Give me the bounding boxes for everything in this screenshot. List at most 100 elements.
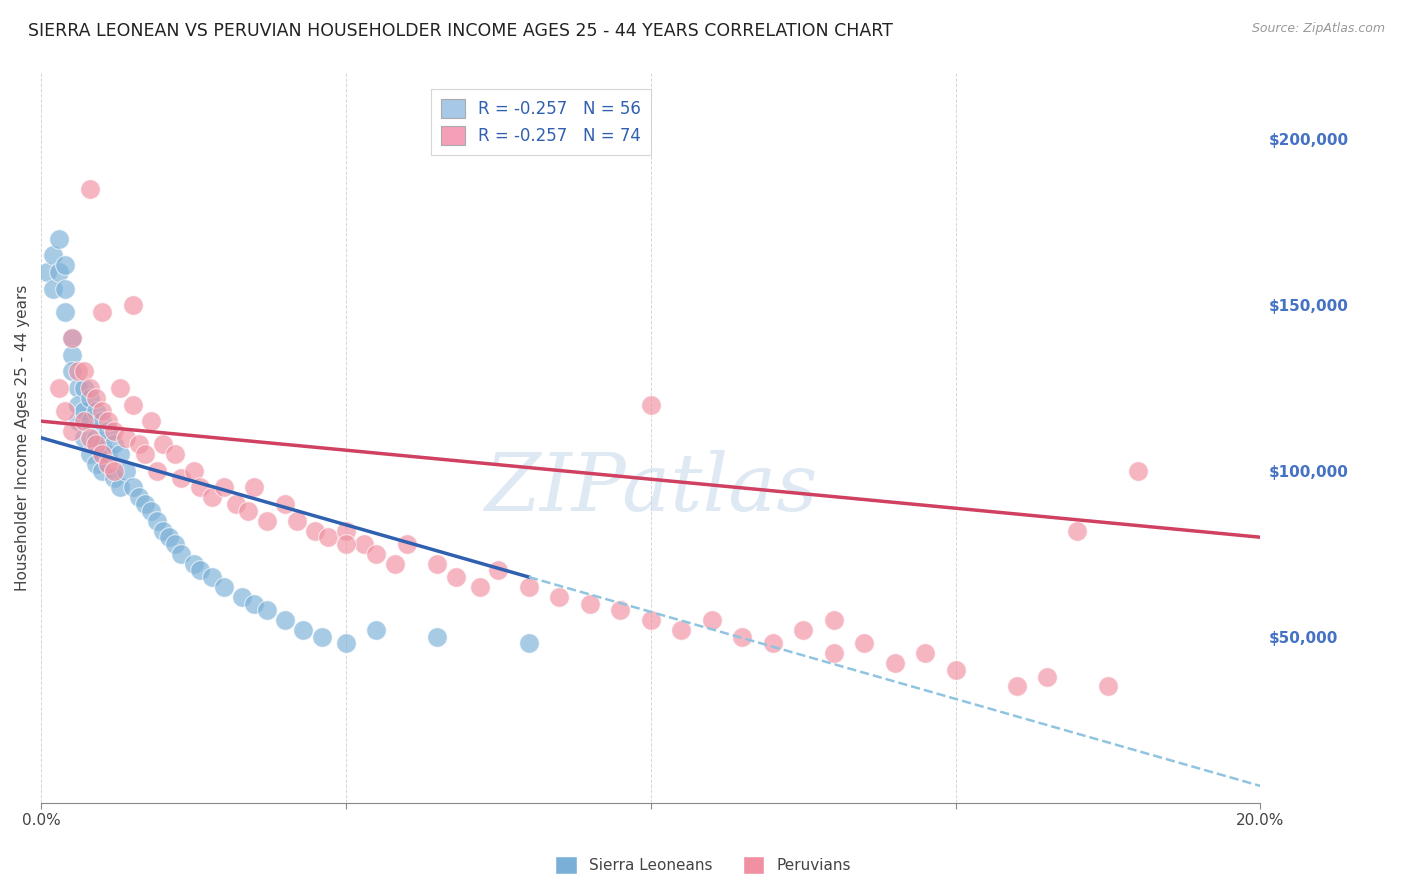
Point: [48, 381, 70, 395]
Point: [103, 437, 125, 451]
Point: [73, 431, 96, 445]
Point: [103, 424, 125, 438]
Point: [1097, 680, 1119, 694]
Point: [139, 504, 162, 518]
Point: [426, 557, 449, 571]
Point: [42, 248, 65, 262]
Point: [110, 447, 132, 461]
Point: [914, 646, 936, 660]
Point: [91, 404, 114, 418]
Point: [395, 537, 418, 551]
Point: [1005, 680, 1028, 694]
Text: Source: ZipAtlas.com: Source: ZipAtlas.com: [1251, 22, 1385, 36]
Point: [97, 424, 120, 438]
Point: [256, 603, 278, 617]
Point: [91, 437, 114, 451]
Text: ZIPatlas: ZIPatlas: [484, 450, 817, 527]
Point: [146, 514, 169, 528]
Point: [73, 404, 96, 418]
Point: [152, 437, 174, 451]
Point: [121, 298, 143, 312]
Point: [84, 431, 107, 445]
Point: [426, 630, 449, 644]
Point: [134, 497, 156, 511]
Point: [121, 398, 143, 412]
Point: [84, 437, 107, 451]
Point: [274, 497, 297, 511]
Point: [243, 597, 266, 611]
Point: [55, 281, 77, 295]
Point: [212, 481, 235, 495]
Point: [304, 524, 326, 538]
Point: [335, 636, 357, 650]
Point: [256, 514, 278, 528]
Point: [66, 381, 89, 395]
Point: [578, 597, 600, 611]
Point: [128, 437, 150, 451]
Point: [292, 623, 315, 637]
Point: [115, 431, 138, 445]
Point: [671, 623, 693, 637]
Point: [97, 447, 120, 461]
Point: [60, 348, 83, 362]
Point: [146, 464, 169, 478]
Point: [1128, 464, 1150, 478]
Point: [335, 537, 357, 551]
Point: [384, 557, 406, 571]
Point: [97, 414, 120, 428]
Point: [883, 657, 905, 671]
Point: [731, 630, 754, 644]
Point: [165, 537, 187, 551]
Point: [700, 613, 723, 627]
Point: [84, 404, 107, 418]
Legend: R = -0.257   N = 56, R = -0.257   N = 74: R = -0.257 N = 56, R = -0.257 N = 74: [432, 88, 651, 155]
Point: [285, 514, 308, 528]
Text: SIERRA LEONEAN VS PERUVIAN HOUSEHOLDER INCOME AGES 25 - 44 YEARS CORRELATION CHA: SIERRA LEONEAN VS PERUVIAN HOUSEHOLDER I…: [28, 22, 893, 40]
Point: [91, 414, 114, 428]
Point: [311, 630, 333, 644]
Point: [91, 464, 114, 478]
Point: [139, 414, 162, 428]
Point: [762, 636, 785, 650]
Point: [121, 481, 143, 495]
Point: [517, 636, 540, 650]
Point: [84, 457, 107, 471]
Point: [60, 331, 83, 345]
Point: [225, 497, 247, 511]
Point: [548, 590, 571, 604]
Point: [115, 464, 138, 478]
Point: [152, 524, 174, 538]
Y-axis label: Householder Income Ages 25 - 44 years: Householder Income Ages 25 - 44 years: [15, 285, 30, 591]
Point: [66, 414, 89, 428]
Point: [188, 563, 211, 577]
Point: [640, 613, 662, 627]
Point: [792, 623, 814, 637]
Point: [335, 524, 357, 538]
Point: [468, 580, 491, 594]
Point: [79, 414, 101, 428]
Point: [853, 636, 876, 650]
Point: [110, 381, 132, 395]
Point: [353, 537, 375, 551]
Point: [212, 580, 235, 594]
Point: [444, 570, 467, 584]
Point: [48, 232, 70, 246]
Point: [42, 281, 65, 295]
Point: [609, 603, 631, 617]
Point: [134, 447, 156, 461]
Point: [640, 398, 662, 412]
Point: [486, 563, 509, 577]
Point: [231, 590, 253, 604]
Point: [79, 447, 101, 461]
Point: [165, 447, 187, 461]
Point: [84, 391, 107, 405]
Point: [201, 491, 224, 505]
Point: [243, 481, 266, 495]
Point: [823, 613, 845, 627]
Point: [366, 547, 388, 561]
Point: [73, 364, 96, 378]
Point: [170, 547, 193, 561]
Point: [110, 481, 132, 495]
Point: [103, 470, 125, 484]
Point: [66, 398, 89, 412]
